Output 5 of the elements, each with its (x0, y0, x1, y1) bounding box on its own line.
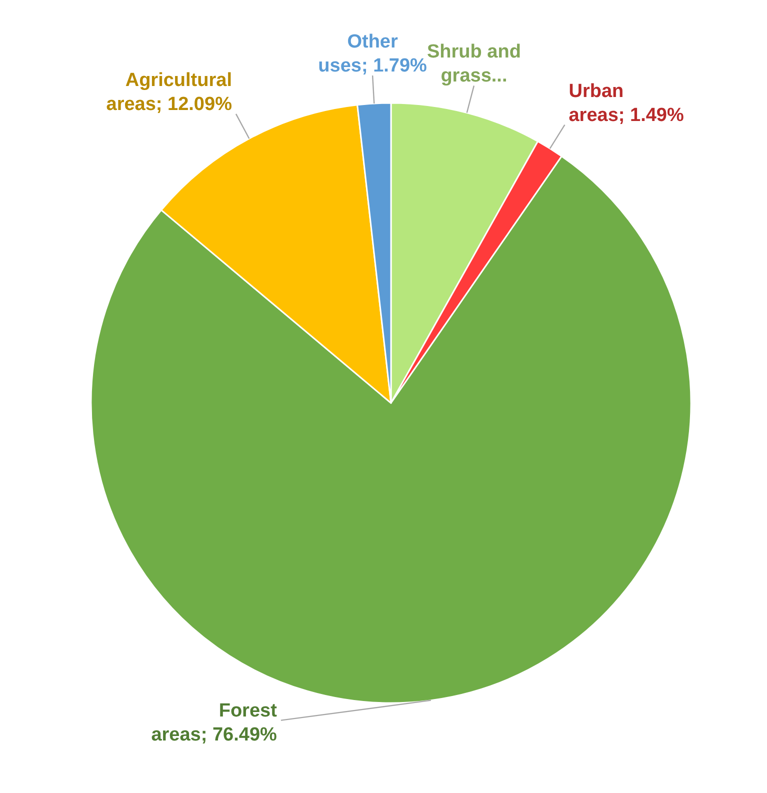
slice-label: Forest areas; 76.49% (151, 700, 278, 746)
slice-label: Urban areas; 1.49% (568, 80, 684, 126)
slice-label: Shrub and grass... (426, 42, 521, 87)
slice-label: Other uses; 1.79% (318, 32, 428, 77)
slice-label: Agricultural areas; 12.09% (106, 70, 232, 115)
